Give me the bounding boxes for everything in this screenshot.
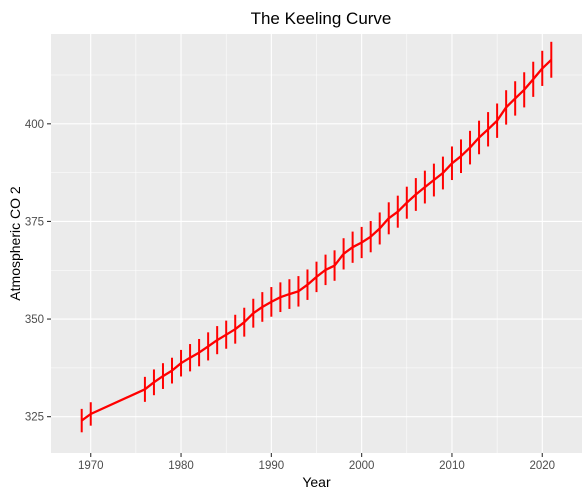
y-tick-label: 375 [25, 216, 44, 228]
x-tick-label: 2010 [439, 460, 465, 472]
x-tick-label: 1990 [259, 460, 285, 472]
series-layer [80, 41, 553, 433]
x-tick-label: 2020 [529, 460, 555, 472]
chart-title: The Keeling Curve [251, 9, 392, 28]
x-axis-title: Year [302, 474, 331, 490]
x-tick-label: 2000 [349, 460, 375, 472]
axes: 1970 1980 1990 2000 2010 2020 325 350 375 400 [25, 119, 555, 472]
x-tick-label: 1980 [168, 460, 194, 472]
co2-trend-line [81, 58, 553, 422]
y-tick-label: 350 [25, 314, 44, 326]
y-tick-label: 400 [25, 119, 44, 131]
y-tick-label: 325 [25, 412, 44, 424]
y-axis-title: Atmospheric CO 2 [7, 186, 23, 301]
x-tick-label: 1970 [78, 460, 104, 472]
